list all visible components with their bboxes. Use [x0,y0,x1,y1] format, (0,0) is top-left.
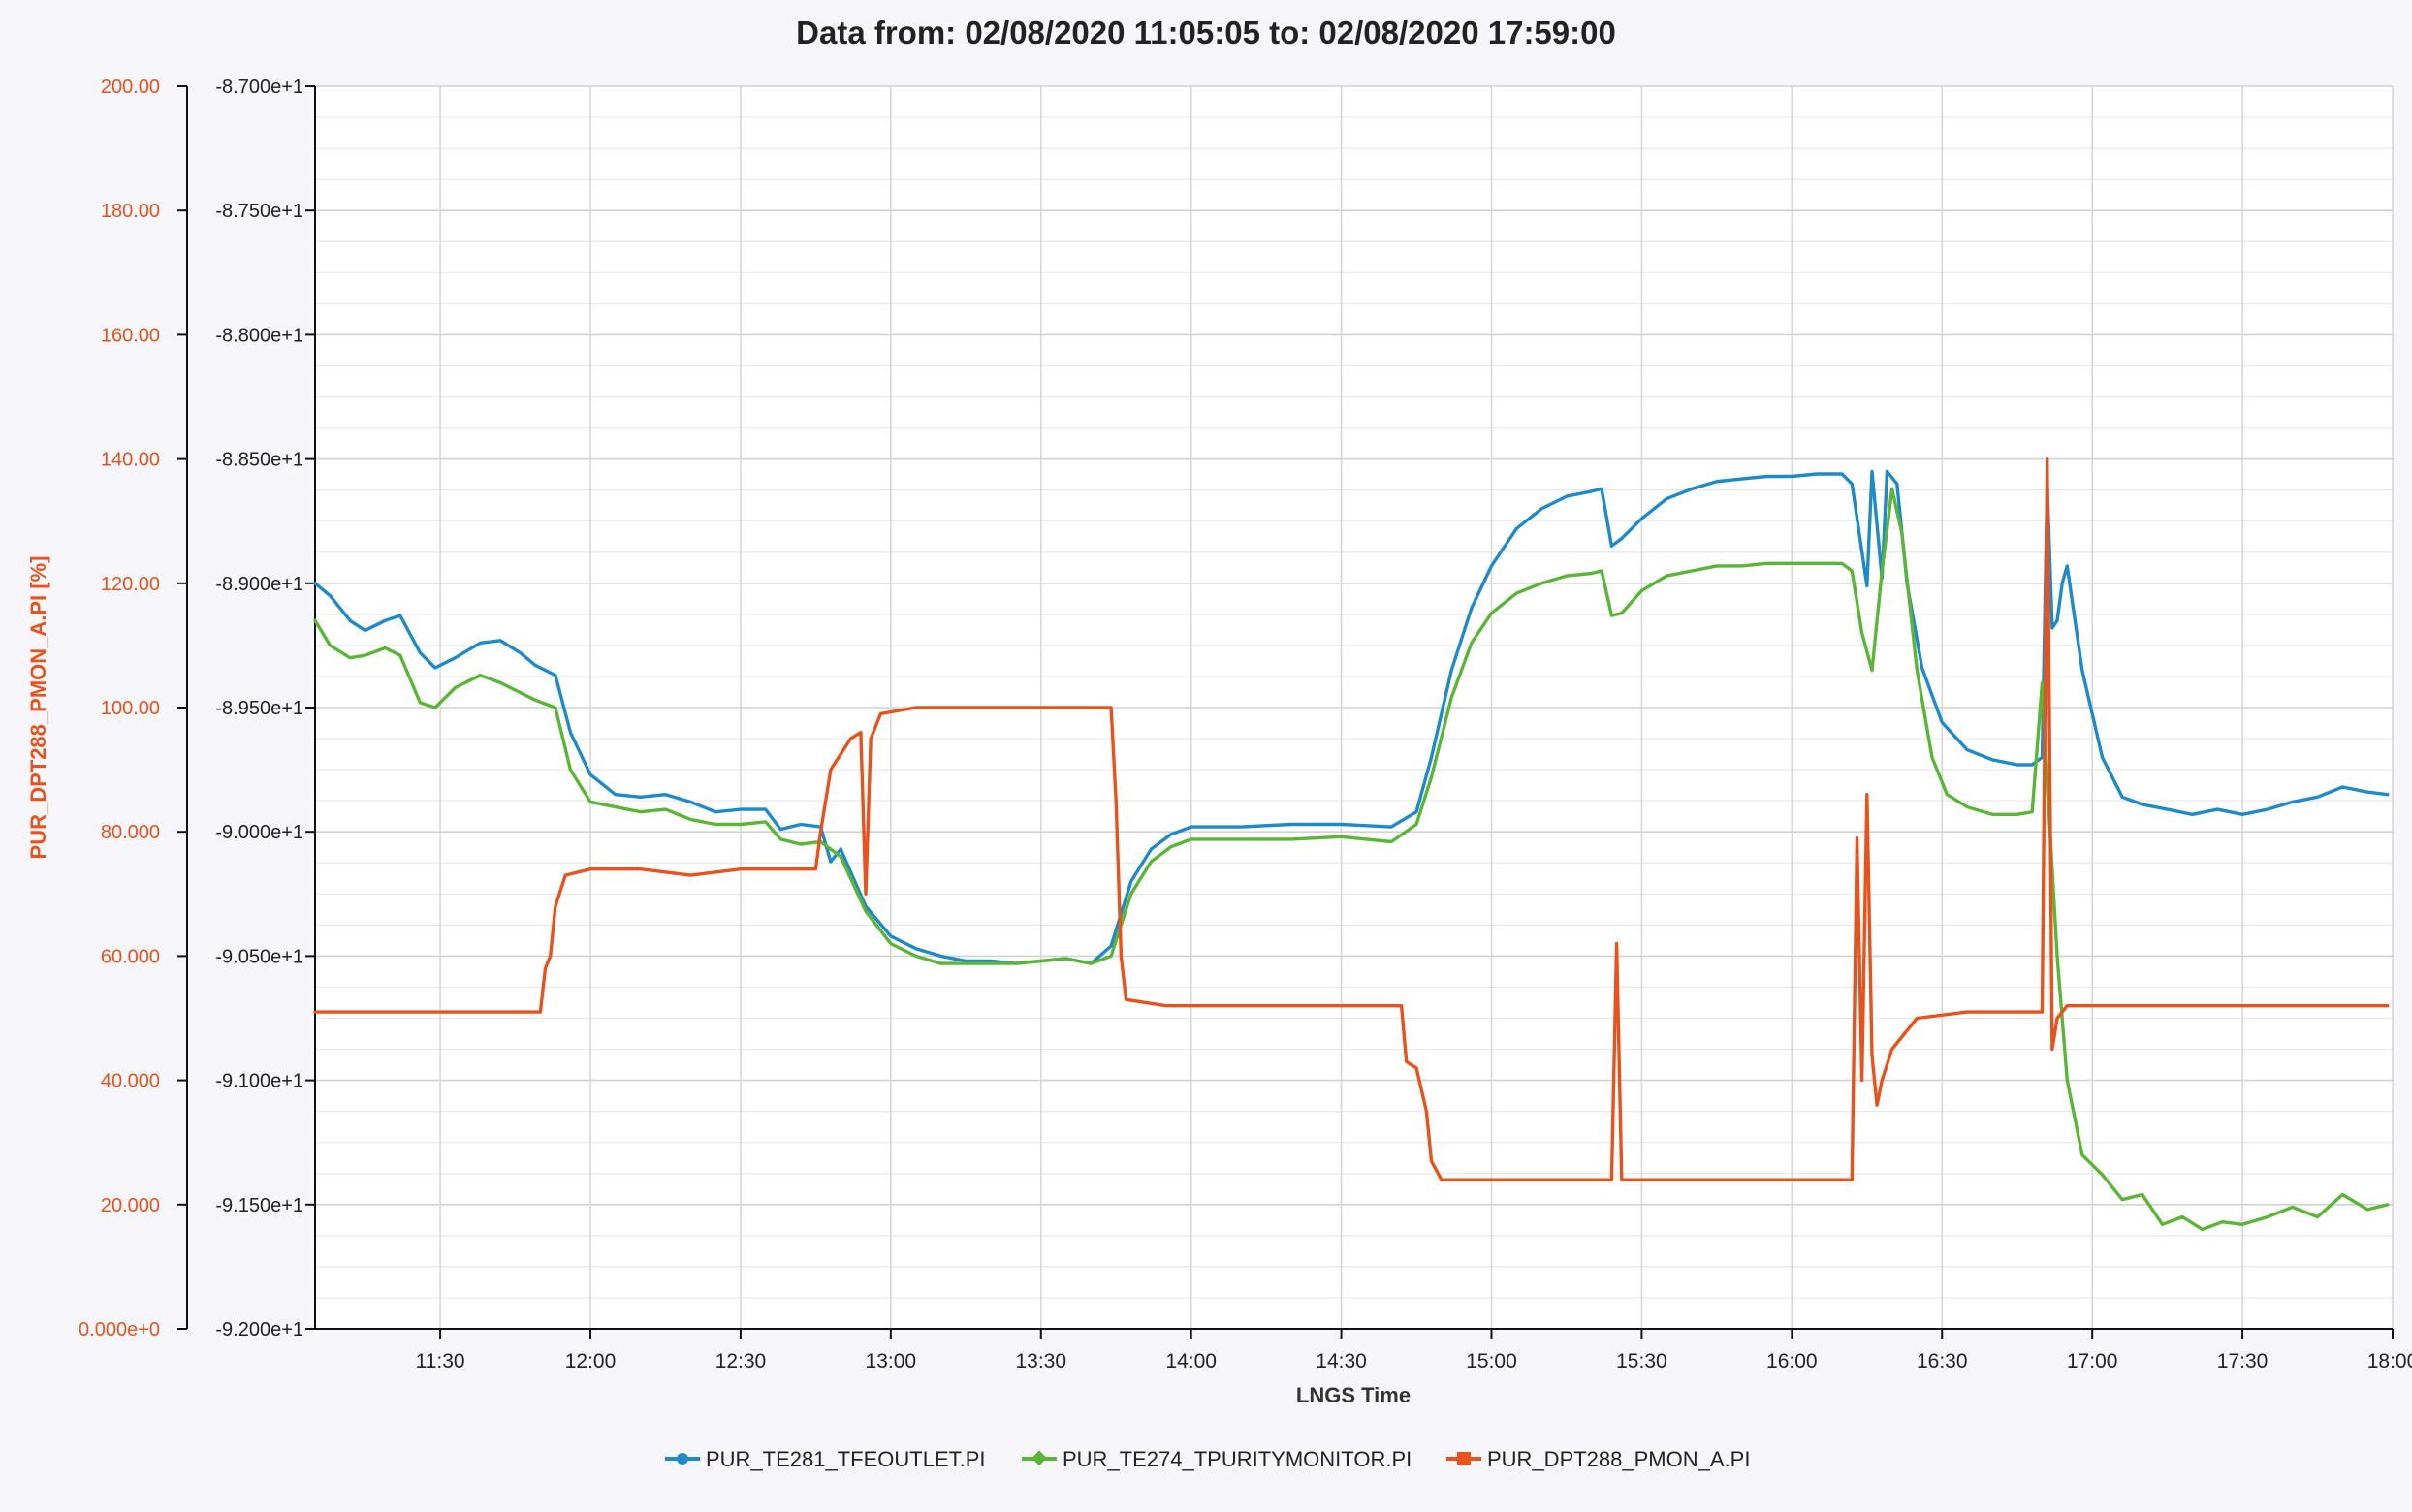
y-inner-tick-label: -9.150e+1 [215,1195,303,1216]
x-tick-label: 12:30 [715,1350,767,1372]
y-inner-tick-label: -9.000e+1 [215,822,303,843]
legend-item-dpt288[interactable]: PUR_DPT288_PMON_A.PI [1446,1447,1750,1471]
legend-label: PUR_TE274_TPURITYMONITOR.PI [1063,1447,1412,1471]
x-tick-label: 14:30 [1316,1350,1367,1372]
x-tick-label: 15:00 [1466,1350,1517,1372]
x-tick-label: 17:30 [2217,1350,2269,1372]
y-left-tick-label: 60.000 [101,946,160,967]
x-tick-label: 18:00 [2367,1350,2412,1372]
x-tick-label: 16:30 [1917,1350,1968,1372]
x-tick-label: 14:00 [1165,1350,1217,1372]
legend-swatch-marker [1457,1452,1471,1465]
x-tick-label: 15:30 [1616,1350,1667,1372]
y-inner-tick-label: -8.700e+1 [215,77,303,98]
x-tick-label: 13:30 [1015,1350,1066,1372]
y-left-tick-label: 100.00 [101,698,160,719]
series-line-PUR_DPT288_PMON_A.PI [313,457,2390,1181]
y-axis-left-title: PUR_DPT288_PMON_A.PI [%] [26,556,50,860]
y-inner-tick-label: -8.900e+1 [215,574,303,595]
y-left-tick-label: 180.00 [101,201,160,222]
y-left-tick-label: 40.000 [101,1071,160,1092]
x-tick-label: 11:30 [416,1350,465,1372]
x-axis-title: LNGS Time [1296,1383,1411,1407]
axes: 0.000e+0 20.000 40.000 60.000 80.000 100.00 12… [79,77,2412,1372]
legend-label: PUR_DPT288_PMON_A.PI [1487,1447,1750,1471]
legend-item-te274[interactable]: PUR_TE274_TPURITYMONITOR.PI [1022,1447,1412,1471]
legend-swatch-marker [1031,1450,1047,1466]
y-left-tick-label: 120.00 [101,574,160,595]
y-inner-tick-label: -8.800e+1 [215,325,303,346]
legend-swatch-marker [677,1453,688,1465]
y-inner-tick-label: -9.100e+1 [215,1071,303,1092]
y-left-tick-label: 160.00 [101,325,160,346]
y-inner-tick-label: -8.850e+1 [215,450,303,471]
x-tick-label: 16:00 [1766,1350,1818,1372]
y-left-tick-label: 0.000e+0 [79,1319,160,1340]
series-group [313,457,2390,1232]
legend-item-te281[interactable]: PUR_TE281_TFEOUTLET.PI [665,1447,986,1471]
grid [315,85,2394,1330]
y-left-tick-label: 80.000 [101,822,160,843]
y-left-tick-label: 20.000 [101,1195,160,1216]
series-line-PUR_TE281_TFEOUTLET.PI [313,469,2390,965]
y-left-tick-label: 200.00 [101,77,160,98]
y-inner-tick-label: -8.950e+1 [215,698,303,719]
y-inner-tick-label: -8.750e+1 [215,201,303,222]
x-tick-label: 13:00 [866,1350,917,1372]
y-inner-tick-label: -9.200e+1 [215,1319,303,1340]
x-tick-label: 17:00 [2067,1350,2118,1372]
y-left-tick-label: 140.00 [101,450,160,471]
y-inner-tick-label: -9.050e+1 [215,946,303,967]
legend-label: PUR_TE281_TFEOUTLET.PI [706,1447,986,1471]
x-tick-label: 12:00 [565,1350,617,1372]
legend: PUR_TE281_TFEOUTLET.PI PUR_TE274_TPURITY… [665,1447,1750,1471]
chart-title: Data from: 02/08/2020 11:05:05 to: 02/08… [796,15,1616,50]
series-line-PUR_TE274_TPURITYMONITOR.PI [313,487,2390,1232]
